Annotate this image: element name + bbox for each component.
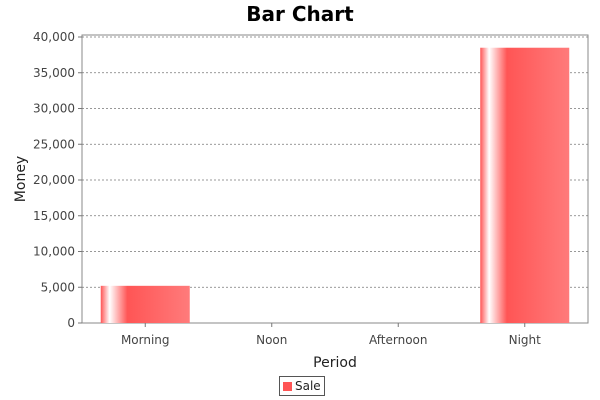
y-tick-label: 10,000 — [33, 245, 75, 259]
legend: Sale — [279, 376, 325, 396]
chart-title: Bar Chart — [246, 2, 354, 26]
x-tick-label: Afternoon — [369, 333, 428, 347]
bar-morning — [100, 285, 190, 323]
y-tick-label: 40,000 — [33, 30, 75, 44]
y-tick-label: 25,000 — [33, 137, 75, 151]
y-tick-label: 35,000 — [33, 66, 75, 80]
y-tick-label: 30,000 — [33, 102, 75, 116]
y-tick-label: 5,000 — [41, 280, 75, 294]
y-axis-label: Money — [13, 156, 29, 202]
y-tick-label: 15,000 — [33, 209, 75, 223]
bar-night — [480, 47, 570, 323]
y-tick-label: 0 — [67, 316, 75, 330]
x-tick-label: Night — [509, 333, 542, 347]
legend-swatch — [283, 381, 292, 391]
legend-label: Sale — [295, 379, 321, 393]
x-axis-label: Period — [313, 355, 357, 371]
x-tick-label: Noon — [256, 333, 287, 347]
x-tick-label: Morning — [121, 333, 170, 347]
y-tick-label: 20,000 — [33, 173, 75, 187]
